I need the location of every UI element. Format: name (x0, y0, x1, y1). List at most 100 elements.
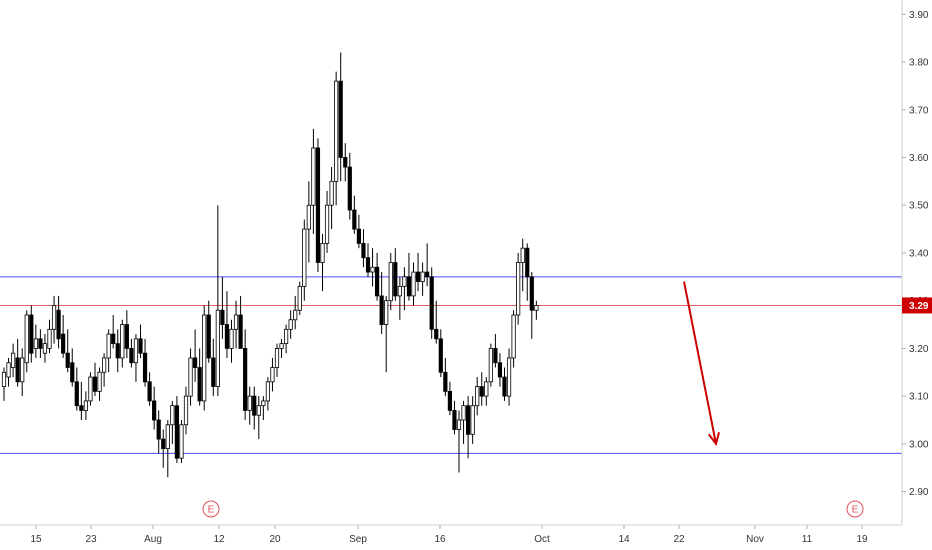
candle-body-up (297, 285, 302, 311)
candle-body-down (220, 309, 225, 325)
candle (343, 143, 348, 182)
candle-body-down (238, 314, 243, 349)
earnings-marker[interactable]: E (846, 500, 864, 518)
candle (161, 429, 166, 468)
candle-body-down (29, 314, 34, 354)
candle (283, 324, 289, 354)
x-tick-label: Sep (349, 534, 367, 545)
candle (47, 319, 52, 354)
candle-body-down (111, 333, 116, 345)
candle-body-down (197, 367, 202, 402)
candle-body-up (488, 348, 493, 383)
candle (120, 319, 125, 368)
candle-body-up (470, 405, 475, 435)
candle (165, 420, 170, 478)
y-tick-label: 3.60 (909, 153, 929, 164)
candle (288, 310, 293, 339)
candle-body-up (534, 305, 539, 311)
candle-body-down (443, 371, 448, 392)
candle (174, 396, 179, 463)
candle-body-down (425, 271, 430, 278)
candle-body-down (352, 209, 357, 230)
candle-body-up (188, 357, 193, 397)
candle (92, 362, 98, 397)
earnings-marker[interactable]: E (202, 500, 220, 518)
candle-body-down (147, 381, 152, 402)
y-tick-label: 3.00 (909, 439, 929, 450)
candle (425, 243, 430, 287)
candle (129, 338, 134, 368)
candle (6, 357, 11, 387)
down-arrow-line[interactable] (683, 281, 717, 445)
candle-body-down (361, 243, 366, 259)
candle (338, 52, 343, 182)
candle-body-up (306, 204, 311, 230)
candle (220, 276, 225, 339)
candle-body-up (33, 338, 38, 349)
x-tick-label: Nov (746, 534, 764, 545)
candle-body-up (370, 266, 375, 273)
candle (429, 267, 434, 339)
candle-body-down (465, 405, 471, 435)
candle (379, 272, 384, 335)
candle (393, 248, 398, 301)
candle-body-down (15, 357, 20, 383)
candle-body-up (461, 405, 466, 421)
candle (1, 367, 7, 401)
time-axis[interactable]: 15 23 Aug 12 20 Sep 16 Oct 14 22 Nov 11 19 (30, 525, 868, 545)
candle-body-down (206, 314, 211, 359)
candle-body-down (38, 338, 43, 349)
candle-body-up (42, 343, 48, 354)
candle (188, 348, 193, 406)
candle-body-up (229, 328, 234, 349)
candle (192, 329, 198, 382)
candle-body-down (479, 386, 484, 397)
candle (179, 420, 184, 463)
candle-body-up (511, 314, 516, 359)
candle-body-down (447, 390, 453, 411)
candle (102, 353, 107, 387)
candle (461, 400, 466, 444)
candle-body-up (261, 400, 266, 407)
candle-body-down (70, 362, 75, 383)
candle-body-down (356, 228, 362, 244)
candle (83, 391, 88, 420)
candle (347, 152, 352, 220)
candle (10, 343, 16, 378)
x-tick-label: 11 (802, 534, 813, 545)
candle-body-down (65, 352, 70, 368)
candle (51, 295, 57, 344)
candle-body-down (343, 157, 348, 168)
candle-body-down (315, 147, 321, 263)
candle (106, 329, 111, 373)
y-tick-label: 3.70 (909, 105, 929, 116)
candle (224, 291, 230, 358)
candle-body-up (279, 343, 284, 349)
x-tick-label: 19 (856, 534, 868, 545)
candle-body-down (338, 80, 343, 158)
candle (38, 329, 43, 358)
candle-body-down (92, 376, 98, 392)
candle (274, 343, 280, 378)
last-price-label: 3.29 (909, 301, 929, 312)
y-tick-label: 3.10 (909, 392, 929, 403)
candle (534, 300, 539, 320)
candle-body-up (10, 352, 16, 368)
candle (484, 377, 489, 406)
candle-body-up (47, 328, 52, 349)
candle-body-down (429, 276, 434, 330)
candle (24, 310, 29, 373)
candle-body-down (525, 247, 530, 278)
candle (170, 400, 175, 444)
candle-body-up (475, 386, 480, 407)
candle-body-down (252, 395, 257, 416)
candle (133, 334, 139, 382)
candle (520, 238, 525, 292)
candle-body-down (224, 324, 230, 349)
candle (370, 248, 375, 287)
candle (374, 252, 380, 301)
y-tick-label: 3.50 (909, 201, 929, 212)
candle-body-down (192, 357, 198, 368)
